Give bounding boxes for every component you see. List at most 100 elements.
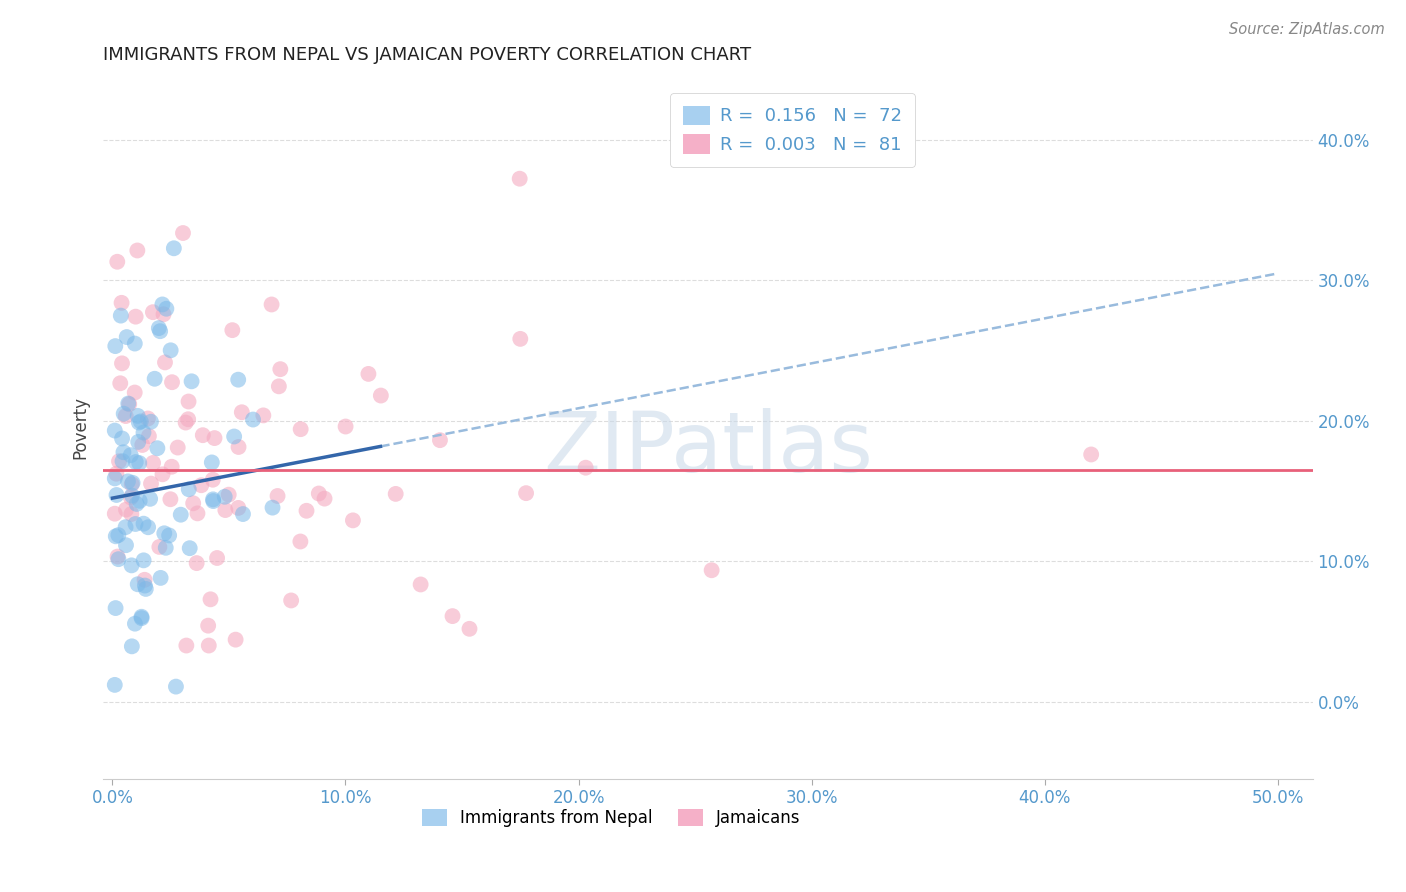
Point (121, 640, 143, 654)
Point (115, 502, 138, 516)
Point (280, 593, 302, 607)
Point (201, 473, 224, 487)
Point (202, 492, 225, 507)
Point (267, 379, 290, 393)
Point (128, 493, 150, 508)
Text: Source: ZipAtlas.com: Source: ZipAtlas.com (1229, 22, 1385, 37)
Point (124, 616, 146, 631)
Point (155, 541, 177, 555)
Point (136, 520, 159, 534)
Point (509, 171, 531, 186)
Point (509, 332, 531, 346)
Point (181, 496, 204, 510)
Point (218, 488, 240, 502)
Point (132, 516, 155, 531)
Point (214, 490, 236, 504)
Point (204, 431, 226, 445)
Point (143, 372, 166, 386)
Point (384, 487, 406, 501)
Point (111, 432, 134, 446)
Point (197, 618, 219, 632)
Point (152, 467, 174, 482)
Point (128, 456, 150, 470)
Point (110, 309, 132, 323)
Point (170, 508, 193, 522)
Point (186, 507, 208, 521)
Point (117, 396, 139, 410)
Point (179, 541, 201, 556)
Point (131, 438, 153, 452)
Point (125, 455, 148, 469)
Point (107, 549, 129, 564)
Point (177, 483, 200, 497)
Point (314, 491, 336, 506)
Point (152, 307, 174, 321)
Text: ZIPatlas: ZIPatlas (543, 409, 873, 490)
Point (214, 503, 236, 517)
Point (172, 226, 194, 240)
Point (120, 448, 142, 462)
Point (104, 678, 127, 692)
Point (357, 367, 380, 381)
Point (1080, 447, 1102, 461)
Point (149, 324, 172, 338)
Point (458, 622, 481, 636)
Point (104, 529, 127, 543)
Point (112, 445, 135, 459)
Point (266, 489, 288, 503)
Point (260, 297, 283, 311)
Point (107, 552, 129, 566)
Point (200, 592, 222, 607)
Point (148, 321, 170, 335)
Point (146, 441, 169, 455)
Point (135, 582, 157, 596)
Point (120, 507, 142, 521)
Point (127, 409, 149, 423)
Point (190, 478, 212, 492)
Point (165, 680, 187, 694)
Point (700, 563, 723, 577)
Point (575, 460, 598, 475)
Point (242, 412, 264, 426)
Point (159, 343, 181, 358)
Point (108, 454, 131, 468)
Point (148, 540, 170, 554)
Point (121, 477, 143, 491)
Point (104, 507, 127, 521)
Point (110, 295, 132, 310)
Point (111, 356, 134, 370)
Point (105, 254, 128, 268)
Point (121, 489, 143, 503)
Point (104, 339, 127, 353)
Point (149, 571, 172, 585)
Point (142, 305, 165, 319)
Point (105, 467, 128, 481)
Point (228, 440, 250, 454)
Point (142, 456, 165, 470)
Point (163, 241, 186, 255)
Point (128, 416, 150, 430)
Point (118, 397, 141, 411)
Point (129, 414, 152, 428)
Point (132, 553, 155, 567)
Point (177, 412, 200, 426)
Point (160, 459, 183, 474)
Point (197, 639, 219, 653)
Point (201, 455, 224, 469)
Point (121, 475, 143, 490)
Point (117, 475, 139, 489)
Point (105, 488, 128, 502)
Point (290, 534, 312, 549)
Point (295, 504, 318, 518)
Point (370, 388, 392, 402)
Point (221, 323, 243, 337)
Point (342, 513, 364, 527)
Point (515, 486, 537, 500)
Point (127, 577, 149, 591)
Point (120, 491, 142, 505)
Point (429, 433, 451, 447)
Legend: Immigrants from Nepal, Jamaicans: Immigrants from Nepal, Jamaicans (415, 802, 807, 834)
Point (104, 601, 127, 615)
Point (111, 454, 134, 468)
Point (115, 538, 138, 552)
